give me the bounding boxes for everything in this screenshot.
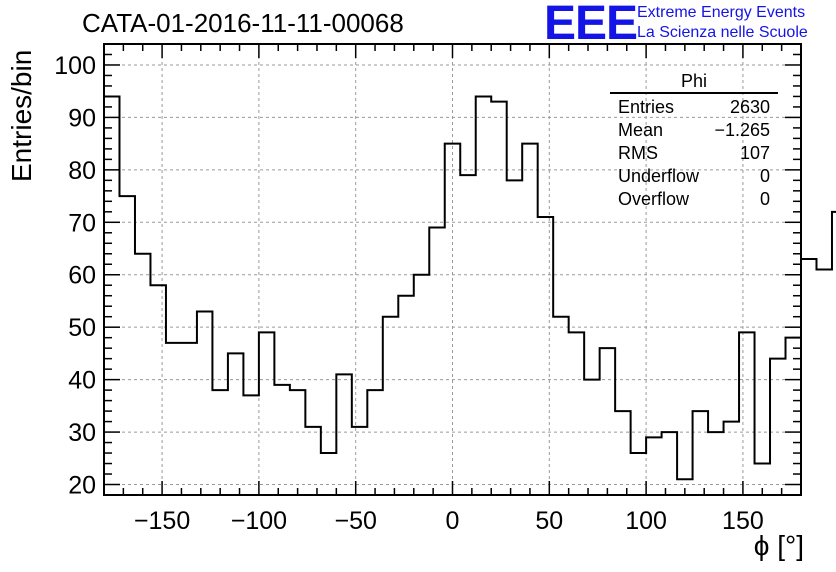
histogram-bin — [662, 432, 677, 495]
x-tick-label: 50 — [535, 507, 563, 535]
histogram-bin — [259, 332, 274, 495]
y-tick-label: 100 — [54, 52, 96, 80]
x-tick-label: 150 — [722, 507, 764, 535]
histogram-bin — [135, 254, 150, 495]
stats-value: 107 — [739, 143, 770, 163]
histogram-bin — [631, 453, 646, 495]
y-tick-label: 20 — [68, 472, 96, 500]
histogram-bin — [816, 270, 831, 496]
histogram-bin — [445, 144, 460, 495]
stats-label: Underflow — [618, 166, 700, 186]
histogram-bin — [197, 311, 212, 495]
histogram-bin — [600, 348, 615, 495]
histogram-bin — [832, 212, 836, 495]
x-tick-label: −50 — [334, 507, 376, 535]
histogram-bin — [429, 228, 444, 495]
y-tick-label: 90 — [68, 104, 96, 132]
histogram-bin — [708, 432, 723, 495]
histogram-bin — [321, 453, 336, 495]
histogram-bin — [367, 390, 382, 495]
histogram-bin — [243, 395, 258, 495]
histogram-bin — [150, 285, 165, 495]
stats-value: 0 — [759, 189, 770, 209]
x-axis-label: ϕ [°] — [753, 530, 804, 561]
histogram-bin — [584, 380, 599, 495]
grid-lines — [104, 44, 801, 495]
histogram-bin — [166, 343, 181, 495]
stats-row-underflow: Underflow 0 — [610, 165, 778, 188]
histogram-bin — [569, 332, 584, 495]
histogram-bin — [383, 317, 398, 495]
stats-box: Phi Entries 2630 Mean −1.265 RMS 107 Und… — [610, 70, 778, 211]
x-tick-label: −150 — [134, 507, 190, 535]
y-tick-label: 70 — [68, 209, 96, 237]
stats-value: −1.265 — [714, 120, 770, 140]
histogram-bin — [290, 390, 305, 495]
stats-label: RMS — [618, 143, 658, 163]
histogram-bin — [305, 427, 320, 495]
histogram-bin — [336, 374, 351, 495]
histogram-step-line — [104, 95, 836, 481]
histogram-bin — [398, 296, 413, 495]
x-tick-label: 0 — [446, 507, 460, 535]
y-tick-label: 80 — [68, 157, 96, 185]
stats-row-overflow: Overflow 0 — [610, 188, 778, 211]
stats-label: Overflow — [618, 189, 690, 209]
y-axis-label: Entries/bin — [6, 49, 37, 182]
y-tick-label: 60 — [68, 262, 96, 290]
histogram-bin — [228, 353, 243, 495]
y-tick-label: 50 — [68, 314, 96, 342]
histogram-bin — [460, 175, 475, 495]
stats-value: 0 — [759, 166, 770, 186]
histogram-bin — [615, 411, 630, 495]
histogram-bin — [491, 102, 506, 495]
stats-divider — [610, 92, 778, 94]
histogram-bin — [352, 427, 367, 495]
stats-row-mean: Mean −1.265 — [610, 119, 778, 142]
x-tick-label: −100 — [231, 507, 287, 535]
eee-logo: EEE — [544, 0, 638, 50]
histogram-bin — [693, 411, 708, 495]
histogram-bin — [212, 390, 227, 495]
stats-label: Mean — [618, 120, 664, 140]
histogram-bin — [476, 96, 491, 495]
stats-value: 2630 — [729, 97, 770, 117]
stats-row-rms: RMS 107 — [610, 142, 778, 165]
x-tick-label: 100 — [625, 507, 667, 535]
y-tick-label: 40 — [68, 367, 96, 395]
histogram-bin — [646, 437, 661, 495]
chart-title: CATA-01-2016-11-11-00068 — [82, 8, 404, 38]
logo-line-1: Extreme Energy Events — [637, 4, 806, 21]
histogram-bin — [553, 317, 568, 495]
stats-label: Entries — [618, 97, 675, 117]
histogram-bin — [724, 422, 739, 495]
histogram-bin — [739, 332, 754, 495]
histogram-bin — [507, 180, 522, 495]
stats-row-entries: Entries 2630 — [610, 96, 778, 119]
histogram-bars — [104, 95, 836, 496]
y-tick-label: 30 — [68, 419, 96, 447]
histogram-bin — [770, 359, 785, 495]
axes: −150 −100 −50 0 50 100 150 20 30 40 50 60 70 80 90 100 — [54, 43, 802, 535]
histogram-bin — [538, 217, 553, 495]
histogram-bin — [119, 196, 134, 495]
histogram-bin — [522, 144, 537, 495]
logo-line-2: La Scienza nelle Scuole — [637, 24, 808, 41]
histogram-bin — [801, 259, 816, 495]
histogram-bin — [786, 338, 801, 495]
stats-title: Phi — [680, 71, 707, 91]
histogram-bin — [414, 275, 429, 495]
histogram-bin — [181, 343, 196, 495]
histogram-bin — [274, 385, 289, 495]
